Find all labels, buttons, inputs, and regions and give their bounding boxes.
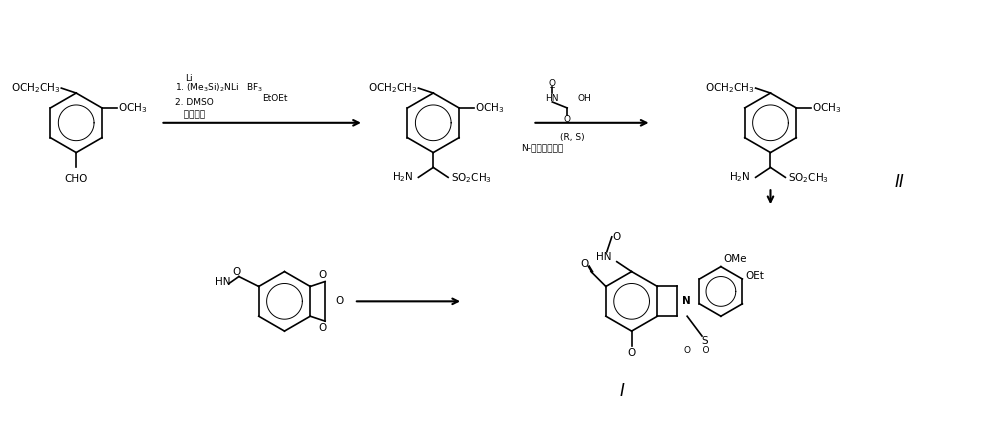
Text: O: O bbox=[318, 323, 326, 333]
Text: O: O bbox=[549, 79, 556, 88]
Text: H$_2$N: H$_2$N bbox=[392, 171, 413, 184]
Text: OH: OH bbox=[577, 94, 591, 103]
Text: O    O: O O bbox=[684, 347, 710, 355]
Text: I: I bbox=[619, 381, 624, 400]
Text: OCH$_3$: OCH$_3$ bbox=[812, 101, 842, 115]
Text: O: O bbox=[564, 115, 571, 124]
Text: Li: Li bbox=[185, 74, 193, 83]
Text: O: O bbox=[628, 348, 636, 358]
Text: OMe: OMe bbox=[724, 254, 747, 264]
Text: O: O bbox=[233, 267, 241, 277]
Text: SO$_2$CH$_3$: SO$_2$CH$_3$ bbox=[451, 171, 492, 185]
Text: OCH$_2$CH$_3$: OCH$_2$CH$_3$ bbox=[11, 81, 60, 95]
Text: (R, S): (R, S) bbox=[560, 133, 584, 142]
Text: EtOEt: EtOEt bbox=[262, 94, 287, 103]
Text: SO$_2$CH$_3$: SO$_2$CH$_3$ bbox=[788, 171, 829, 185]
Text: HN: HN bbox=[546, 94, 559, 103]
Text: O: O bbox=[613, 232, 621, 242]
Text: OCH$_3$: OCH$_3$ bbox=[118, 101, 147, 115]
Text: N: N bbox=[682, 296, 691, 306]
Text: O: O bbox=[318, 270, 326, 279]
Text: OCH$_2$CH$_3$: OCH$_2$CH$_3$ bbox=[705, 81, 755, 95]
Text: 2. DMSO: 2. DMSO bbox=[175, 99, 214, 107]
Text: BF$_3$: BF$_3$ bbox=[246, 82, 263, 94]
Text: CHO: CHO bbox=[65, 175, 88, 184]
Text: 正丁基锂: 正丁基锂 bbox=[175, 110, 205, 119]
Text: 1. (Me$_3$Si)$_2$NLi: 1. (Me$_3$Si)$_2$NLi bbox=[175, 82, 240, 94]
Text: HN: HN bbox=[215, 277, 231, 286]
Text: HN: HN bbox=[596, 251, 612, 262]
Text: OCH$_3$: OCH$_3$ bbox=[475, 101, 504, 115]
Text: O: O bbox=[335, 296, 343, 306]
Text: S: S bbox=[702, 336, 708, 346]
Text: II: II bbox=[895, 173, 904, 191]
Text: H$_2$N: H$_2$N bbox=[729, 171, 751, 184]
Text: N-乙酰基亮氨酸: N-乙酰基亮氨酸 bbox=[521, 143, 563, 152]
Text: OCH$_2$CH$_3$: OCH$_2$CH$_3$ bbox=[368, 81, 417, 95]
Text: O: O bbox=[580, 259, 588, 269]
Text: OEt: OEt bbox=[745, 271, 764, 281]
